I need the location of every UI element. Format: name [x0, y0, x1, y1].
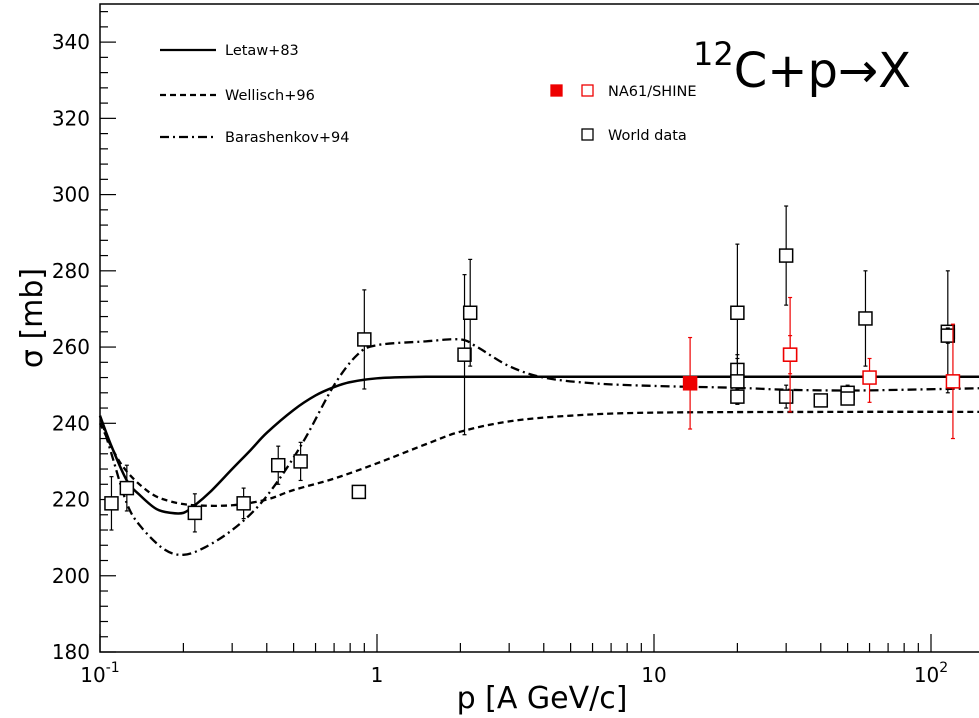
world-data-point: [104, 496, 119, 511]
legend-label: Wellisch+96: [225, 88, 315, 104]
curve-wellisch-96: [98, 410, 979, 507]
y-tick-label: 260: [52, 335, 90, 359]
world-data-point: [813, 393, 829, 408]
legend-label: Barashenkov+94: [225, 130, 349, 146]
y-tick-label: 280: [52, 259, 90, 283]
world-data-point: [840, 391, 855, 406]
y-tick-label: 180: [52, 640, 90, 664]
x-axis-title: p [A GeV/c]: [457, 681, 628, 716]
curve-letaw-83: [98, 375, 979, 515]
y-tick-label: 320: [52, 106, 90, 130]
world-data-point: [858, 311, 873, 326]
legend-filled-red-square: [550, 84, 563, 97]
world-data-point: [457, 347, 472, 362]
y-tick-label: 340: [52, 30, 90, 54]
title-end: X: [878, 43, 911, 99]
na61-shine-point: [945, 374, 961, 389]
chart-title: 12C+p→X: [693, 35, 911, 99]
y-tick-label: 300: [52, 183, 90, 207]
legend-open-black-square: [581, 128, 594, 141]
world-data-point: [730, 374, 745, 389]
legend-label: NA61/SHINE: [608, 84, 697, 100]
model-curves: [98, 338, 979, 556]
world-data-point: [187, 505, 203, 521]
title-arrow: →: [838, 43, 878, 99]
world-data-point: [778, 248, 794, 263]
world-data-point: [462, 305, 478, 321]
x-axis: 10-1 1 10 102: [80, 634, 948, 687]
legend-open-red-square: [581, 84, 594, 97]
na61-shine-point: [682, 376, 698, 391]
world-data-point: [940, 328, 956, 343]
curve-barashenkov-94: [98, 338, 979, 556]
world-data-point: [119, 480, 135, 496]
world-data-point: [293, 454, 308, 469]
x-tick-label: 10-1: [80, 660, 119, 687]
y-tick-label: 200: [52, 564, 90, 588]
title-superscript: 12: [693, 35, 734, 73]
world-data-point: [730, 389, 745, 404]
legend: Letaw+83 Wellisch+96 Barashenkov+94 NA61/SH…: [160, 43, 697, 146]
x-tick-label: 10: [641, 663, 666, 687]
world-data-point: [236, 496, 251, 511]
x-tick-label: 102: [914, 660, 948, 687]
world-data-point: [778, 389, 794, 404]
y-axis: 180 200 220 240 260 280 300 320 340: [52, 11, 116, 664]
world-data-point: [351, 484, 367, 500]
world-data-point: [270, 457, 286, 473]
y-tick-label: 240: [52, 411, 90, 435]
na61-shine-point: [862, 370, 877, 385]
legend-label: Letaw+83: [225, 43, 299, 59]
x-tick-label: 1: [371, 663, 384, 687]
legend-label: World data: [608, 128, 687, 144]
y-tick-label: 220: [52, 488, 90, 512]
y-axis-title: σ [mb]: [15, 268, 50, 368]
world-data-point: [357, 332, 372, 347]
na61-shine-point: [782, 347, 798, 362]
world-data-point: [730, 305, 745, 321]
title-main: C+p: [734, 43, 838, 99]
data-points: [104, 205, 961, 533]
plot-frame: [99, 3, 979, 653]
